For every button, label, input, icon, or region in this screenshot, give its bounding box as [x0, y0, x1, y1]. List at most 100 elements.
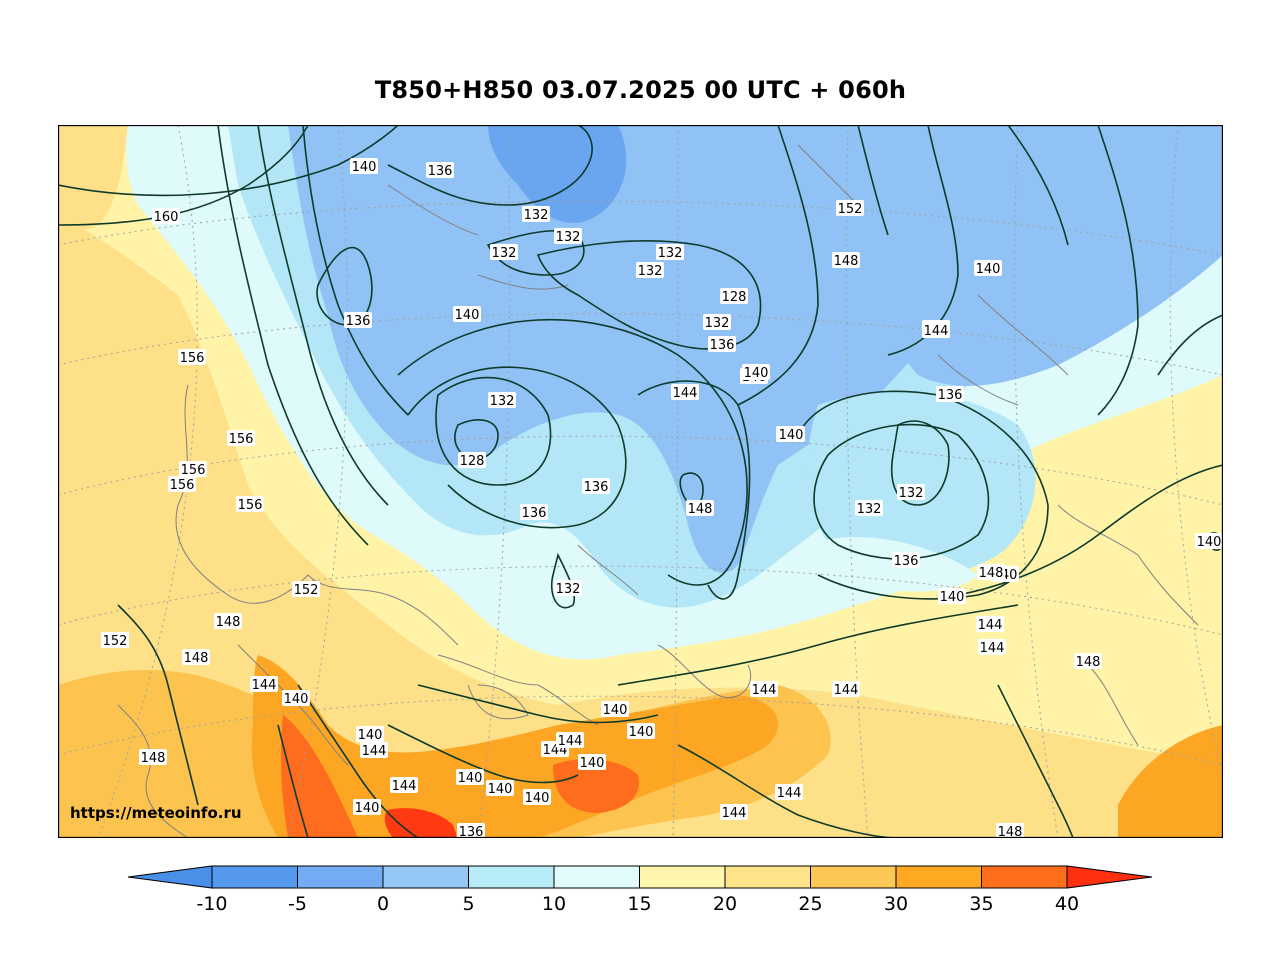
svg-text:128: 128: [722, 290, 747, 305]
svg-text:132: 132: [556, 230, 581, 245]
svg-text:132: 132: [524, 208, 549, 223]
colorbar-segment: [382, 865, 469, 889]
contour-label: 136: [520, 504, 548, 521]
svg-text:140: 140: [940, 590, 965, 605]
svg-text:144: 144: [978, 618, 1003, 633]
svg-text:152: 152: [294, 583, 319, 598]
svg-text:132: 132: [899, 486, 924, 501]
svg-text:144: 144: [777, 786, 802, 801]
svg-text:136: 136: [522, 506, 547, 521]
svg-text:136: 136: [459, 825, 484, 838]
contour-label: 132: [855, 500, 883, 517]
contour-label: 140: [601, 701, 629, 718]
svg-text:140: 140: [744, 366, 769, 381]
contour-label: 140: [523, 789, 551, 806]
svg-text:136: 136: [710, 338, 735, 353]
colorbar-segment: [895, 865, 982, 889]
contour-label: 144: [775, 784, 803, 801]
contour-label: 132: [703, 314, 731, 331]
svg-text:152: 152: [103, 634, 128, 649]
svg-text:144: 144: [834, 683, 859, 698]
contour-label: 136: [708, 336, 736, 353]
contour-label: 156: [178, 349, 206, 366]
svg-text:140: 140: [580, 756, 605, 771]
fill-hotter-south: [251, 655, 778, 838]
colorbar-segment: [639, 865, 726, 889]
svg-text:156: 156: [170, 478, 195, 493]
contour-label: 144: [360, 742, 388, 759]
colorbar-tick-label: 0: [377, 893, 389, 915]
svg-text:144: 144: [252, 678, 277, 693]
fill-extreme-core: [384, 808, 457, 838]
svg-text:156: 156: [229, 432, 254, 447]
contour-label: 144: [976, 616, 1004, 633]
svg-text:140: 140: [488, 782, 513, 797]
svg-text:132: 132: [492, 246, 517, 261]
svg-text:140: 140: [355, 801, 380, 816]
fill-very-hot-central: [553, 759, 639, 813]
fill-warmer-northwest: [58, 125, 128, 230]
contour-label: 148: [832, 252, 860, 269]
svg-text:140: 140: [455, 308, 480, 323]
svg-text:136: 136: [428, 164, 453, 179]
fill-cold-east: [892, 125, 1223, 386]
contour-label: 140: [353, 799, 381, 816]
map-panel: 1401361321321321321321281321361361401401…: [58, 125, 1223, 838]
contour-label: 132: [897, 484, 925, 501]
colorbar-extend-high: [1066, 865, 1153, 889]
coastlines: [117, 144, 1199, 838]
svg-text:136: 136: [938, 388, 963, 403]
svg-text:136: 136: [346, 314, 371, 329]
colorbar-tick-label: 15: [627, 893, 651, 915]
contour-label: 140: [356, 726, 384, 743]
svg-text:160: 160: [154, 210, 179, 225]
colorbar-tick-label: -10: [196, 893, 227, 915]
svg-text:132: 132: [705, 316, 730, 331]
svg-text:152: 152: [838, 202, 863, 217]
contour-label: 140: [777, 426, 805, 443]
contour-label: 132: [554, 580, 582, 597]
colorbar-segment: [297, 865, 384, 889]
colorbar-tick-label: 20: [713, 893, 737, 915]
fill-very-hot-core: [280, 715, 358, 838]
contour-label: 144: [978, 639, 1006, 656]
contour-label: 156: [168, 476, 196, 493]
svg-text:140: 140: [284, 692, 309, 707]
contour-label: 148: [996, 823, 1024, 838]
contour-label: 160: [152, 208, 180, 225]
contour-label: 132: [490, 244, 518, 261]
colorbar-tick-label: 10: [542, 893, 566, 915]
contour-label: 152: [836, 200, 864, 217]
contour-label: 136: [344, 312, 372, 329]
svg-text:132: 132: [638, 264, 663, 279]
colorbar-segment: [981, 865, 1068, 889]
svg-text:144: 144: [392, 779, 417, 794]
contour-label: 132: [636, 262, 664, 279]
svg-text:132: 132: [556, 582, 581, 597]
contour-label: 140: [938, 588, 966, 605]
contour-label: 144: [720, 804, 748, 821]
contour-label: 148: [214, 613, 242, 630]
contour-label: 140: [974, 260, 1002, 277]
svg-text:140: 140: [525, 791, 550, 806]
colorbar-extend-low: [127, 865, 213, 889]
colorbar-tick-label: 5: [462, 893, 474, 915]
svg-text:128: 128: [460, 454, 485, 469]
colorbar-segment: [724, 865, 811, 889]
contour-label: 144: [556, 732, 584, 749]
svg-text:148: 148: [998, 825, 1023, 838]
svg-text:148: 148: [979, 566, 1004, 581]
contour-label: 132: [656, 244, 684, 261]
contour-label: 148: [182, 649, 210, 666]
contour-label: 156: [227, 430, 255, 447]
height-contours: [58, 125, 1223, 838]
contour-label: 132: [554, 228, 582, 245]
contour-label: 140: [453, 306, 481, 323]
contour-label: 140: [627, 723, 655, 740]
svg-text:140: 140: [458, 771, 483, 786]
contour-label: 140: [578, 754, 606, 771]
contour-label: 144: [832, 681, 860, 698]
svg-text:140: 140: [1197, 535, 1222, 550]
svg-text:140: 140: [629, 725, 654, 740]
svg-text:156: 156: [238, 498, 263, 513]
